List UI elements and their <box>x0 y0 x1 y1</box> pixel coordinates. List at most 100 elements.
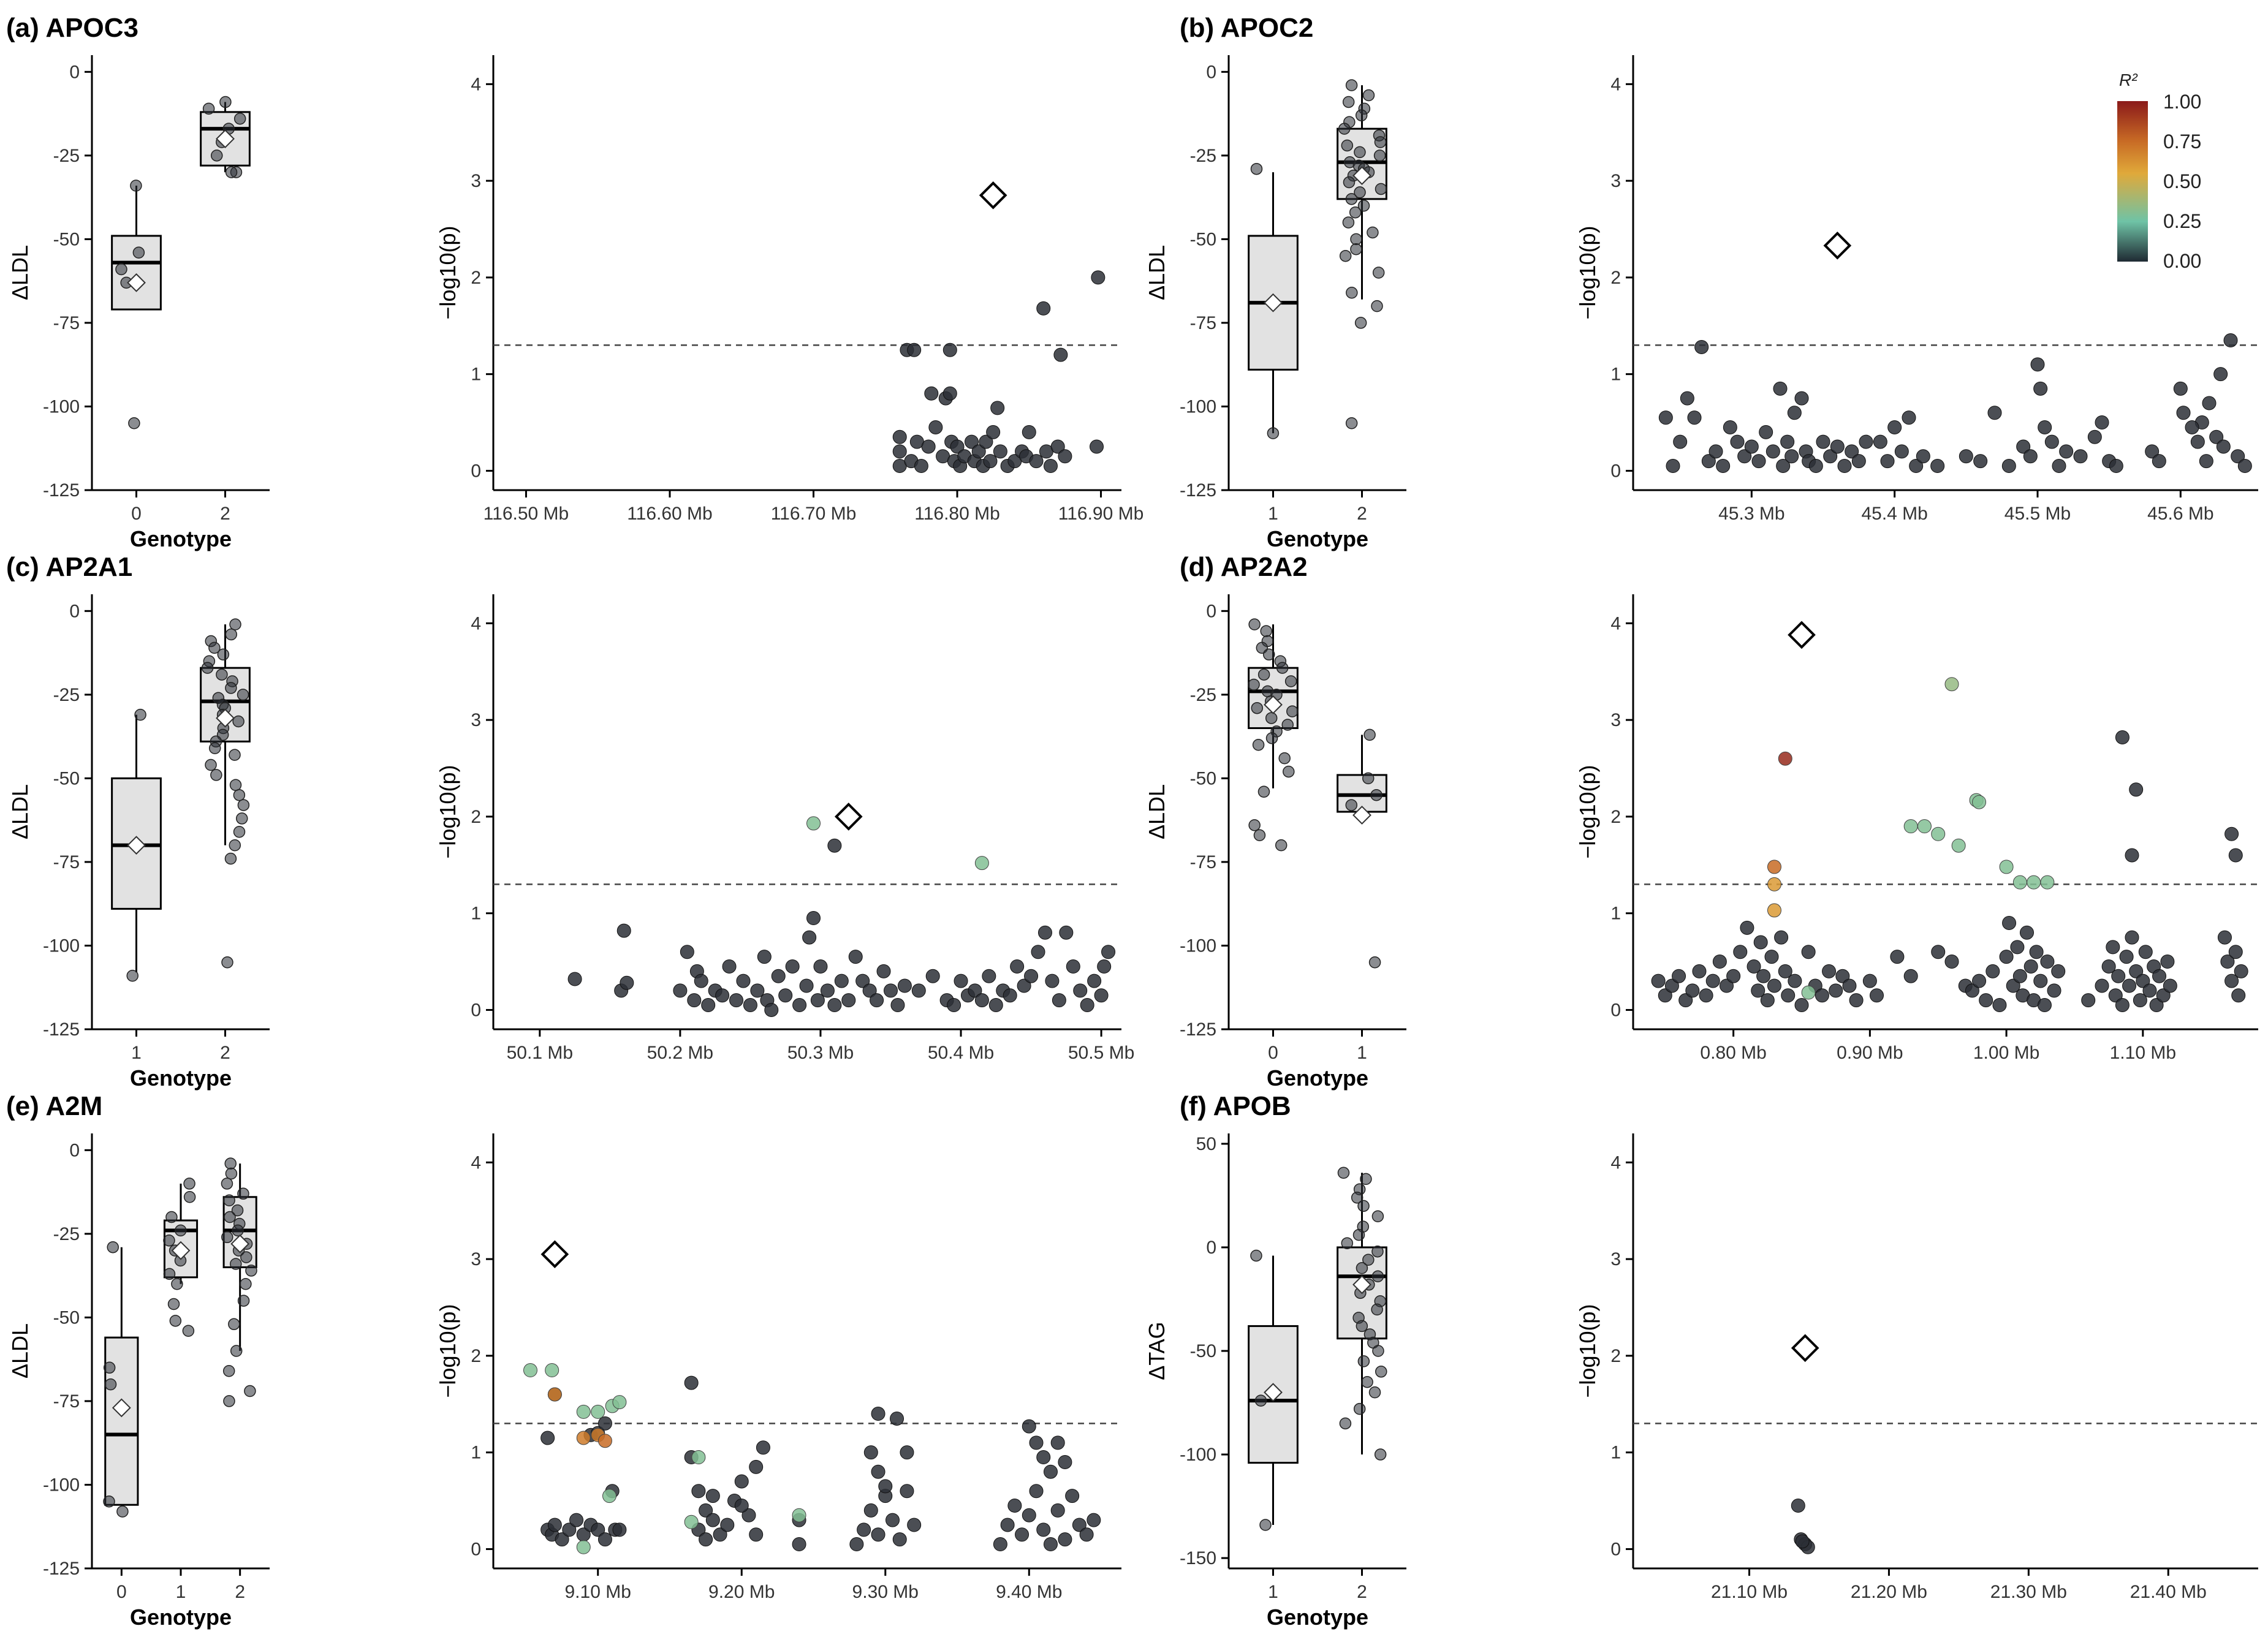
data-point <box>229 779 242 792</box>
x-tick-label: 45.5 Mb <box>2004 504 2071 524</box>
data-point <box>230 1345 243 1357</box>
data-point <box>201 662 214 674</box>
snp-point <box>2237 459 2252 474</box>
x-tick-label: 116.50 Mb <box>484 504 569 524</box>
data-point <box>1374 1448 1387 1461</box>
snp-point <box>892 1532 907 1547</box>
snp-point <box>1816 434 1830 449</box>
data-point <box>1345 417 1358 429</box>
y-tick-label: 0 <box>69 1140 80 1160</box>
y-axis-title: ΔLDL <box>7 784 32 839</box>
data-point <box>1254 1394 1267 1407</box>
data-point <box>165 1211 178 1223</box>
data-point <box>1248 819 1261 831</box>
snp-point <box>1666 459 1680 474</box>
data-point <box>240 1278 252 1290</box>
panel-label-f: (f) APOB <box>1180 1091 1291 1121</box>
snp-point-ld <box>591 1404 605 1419</box>
snp-point <box>1791 1498 1805 1513</box>
snp-point <box>2101 959 2116 974</box>
x-tick-label: 9.30 Mb <box>852 1582 919 1602</box>
data-point <box>1345 799 1358 811</box>
snp-point <box>1712 955 1727 969</box>
regional-plot-a2m: 0 1 2 3 4 −log10(p) 9.10 Mb 9.20 Mb 9.30 Mb 9.40 … <box>435 1133 1121 1602</box>
x-axis-title: Genotype <box>1267 1605 1368 1630</box>
y-tick-label: 2 <box>471 1346 481 1366</box>
snp-point <box>2136 974 2150 988</box>
snp-point <box>1794 998 1809 1013</box>
snp-point <box>1045 974 1060 988</box>
data-point <box>1283 765 1295 778</box>
snp-point <box>950 439 965 454</box>
x-tick-label: 0 <box>1268 1043 1278 1063</box>
mean-marker <box>1352 166 1371 186</box>
snp-point <box>1073 983 1088 998</box>
snp-point <box>878 1479 893 1494</box>
x-tick-label: 50.1 Mb <box>507 1043 573 1063</box>
data-point <box>1342 216 1355 229</box>
data-point <box>221 1231 233 1244</box>
data-point <box>1250 162 1263 175</box>
snp-point <box>1759 425 1773 439</box>
snp-point-ld <box>1999 860 2014 874</box>
y-tick-label: 1 <box>1610 904 1621 924</box>
data-point <box>1356 1320 1368 1333</box>
snp-point <box>2217 930 2232 945</box>
y-tick-label: -75 <box>53 852 80 872</box>
data-point <box>1248 678 1260 691</box>
mean-marker <box>171 1241 191 1260</box>
y-tick-label: -50 <box>1190 768 1216 788</box>
snp-point <box>2142 983 2157 998</box>
snp-point <box>1801 945 1816 959</box>
snp-point <box>2030 357 2045 372</box>
data-point <box>1259 1519 1272 1531</box>
y-tick-label: -100 <box>1180 1445 1216 1465</box>
x-tick-label: 1.10 Mb <box>2110 1043 2176 1063</box>
snp-point <box>1823 449 1838 464</box>
snp-point <box>699 1503 713 1518</box>
panel-label-d: (d) AP2A2 <box>1180 552 1308 582</box>
snp-point <box>983 454 998 469</box>
data-point <box>1370 788 1382 801</box>
snp-point <box>2220 955 2235 969</box>
panel-label-c: (c) AP2A1 <box>6 552 132 582</box>
snp-point <box>620 975 634 990</box>
x-tick-label: 1 <box>176 1582 186 1602</box>
y-axis-title: ΔLDL <box>1144 784 1169 839</box>
snp-point <box>2002 915 2017 930</box>
snp-point <box>907 342 922 357</box>
y-axis-title: ΔLDL <box>7 245 32 300</box>
snp-point <box>827 998 842 1013</box>
data-point <box>1341 1237 1354 1249</box>
colorbar-tick-3: 0.50 <box>2163 170 2201 192</box>
regional-plot-apob: 0 1 2 3 4 −log10(p) 21.10 Mb 21.20 Mb 21.30 Mb 21… <box>1575 1133 2258 1602</box>
data-point <box>225 1167 238 1180</box>
snp-point <box>1753 935 1768 950</box>
y-axis-title: −log10(p) <box>435 225 460 319</box>
snp-point-ld <box>691 1450 706 1465</box>
mean-marker <box>112 1398 131 1418</box>
data-point <box>202 102 215 115</box>
snp-point <box>900 1445 914 1460</box>
y-tick-label: 0 <box>69 62 80 82</box>
y-tick-label: 1 <box>1610 365 1621 385</box>
snp-point <box>743 998 757 1013</box>
data-point <box>134 708 146 721</box>
snp-point <box>1999 950 2014 964</box>
y-tick-label: 3 <box>471 710 481 730</box>
data-point <box>229 839 241 852</box>
data-point <box>237 689 249 701</box>
snp-point <box>2228 945 2243 959</box>
snp-point <box>1972 974 1987 988</box>
snp-point <box>1672 969 1686 983</box>
y-tick-label: -100 <box>43 1475 80 1495</box>
y-tick-label: -125 <box>1180 480 1216 501</box>
snp-point <box>736 974 751 988</box>
y-tick-label: -125 <box>43 1559 80 1579</box>
y-tick-label: -75 <box>1190 852 1216 872</box>
x-axis-title: Genotype <box>130 1065 232 1091</box>
snp-point <box>1087 1513 1101 1527</box>
x-tick-label: 0.90 Mb <box>1837 1043 1903 1063</box>
